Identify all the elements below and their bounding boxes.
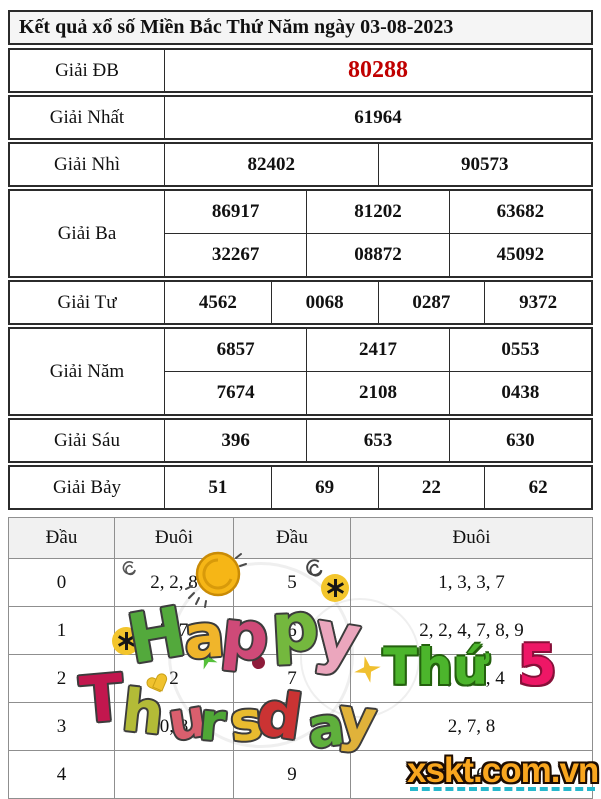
head-value: 7 [233, 655, 350, 702]
prize-row-nam: Giải Năm 6857 2417 0553 7674 2108 0438 [8, 327, 593, 416]
prize-label: Giải Nhì [10, 144, 165, 185]
page-title: Kết quả xổ số Miền Bắc Thứ Năm ngày 03-0… [8, 10, 593, 45]
column-header: Đầu [233, 518, 350, 558]
prize-number: 62 [484, 467, 591, 508]
prize-number: 0068 [270, 282, 378, 323]
prize-label: Giải Nhất [10, 97, 165, 138]
tail-values: 2, 2, 3, 4 [350, 655, 592, 702]
prize-number: 630 [448, 420, 591, 461]
tail-values: 1, 3, 3, 7 [350, 559, 592, 606]
prize-number: 90573 [377, 144, 592, 185]
head-tail-row: 4 9 2, 6 [9, 750, 592, 798]
page-title-text: Kết quả xổ số Miền Bắc Thứ Năm ngày 03-0… [19, 16, 454, 38]
head-value: 9 [233, 751, 350, 798]
tail-values: 7, 7 [114, 607, 233, 654]
tail-values: 2 [114, 655, 233, 702]
head-value: 4 [56, 763, 67, 785]
prize-number: 9372 [484, 282, 591, 323]
prize-label: Giải ĐB [10, 50, 165, 91]
prize-number-special: 80288 [348, 57, 408, 83]
prize-row-db: Giải ĐB 80288 [8, 48, 593, 93]
prize-number: 0553 [448, 329, 591, 371]
prize-label: Giải Ba [10, 191, 165, 276]
tail-values [114, 751, 233, 798]
prize-label: Giải Năm [10, 329, 165, 414]
prize-number: 63682 [448, 191, 591, 233]
prize-number: 32267 [211, 244, 260, 265]
xskt-watermark-link[interactable]: xskt.com.vn [407, 751, 599, 790]
tail-values: 0, 8 [114, 703, 233, 750]
prize-number: 0287 [377, 282, 485, 323]
head-value: 3 [56, 715, 67, 737]
prize-number: 61964 [354, 106, 402, 128]
tail-values: 2, 6 [350, 751, 592, 798]
prize-row-ba: Giải Ba 86917 81202 63682 32267 08872 45… [8, 189, 593, 278]
prize-number: 86917 [211, 201, 260, 222]
prize-table: Giải ĐB 80288 Giải Nhất 61964 Giải Nhì 8… [8, 48, 593, 510]
prize-number: 51 [208, 476, 228, 498]
prize-label: Giải Sáu [10, 420, 165, 461]
prize-number: 2417 [306, 329, 448, 371]
prize-number: 0438 [448, 372, 591, 414]
prize-number: 653 [306, 420, 448, 461]
prize-row-sau: Giải Sáu 396 653 630 [8, 418, 593, 463]
prize-number: 7674 [216, 382, 255, 403]
tail-values: 2, 2, 8 [114, 559, 233, 606]
prize-row-tu: Giải Tư 4562 0068 0287 9372 [8, 280, 593, 325]
head-tail-header: Đầu Đuôi Đầu Đuôi [9, 518, 592, 558]
prize-number: 82402 [247, 153, 296, 175]
prize-number: 08872 [306, 234, 448, 276]
column-header: Đầu [9, 518, 114, 558]
prize-row-nhi: Giải Nhì 82402 90573 [8, 142, 593, 187]
prize-row-bay: Giải Bảy 51 69 22 62 [8, 465, 593, 510]
prize-number: 69 [270, 467, 378, 508]
prize-number: 22 [377, 467, 485, 508]
head-tail-row: 1 7, 7 6 2, 2, 4, 7, 8, 9 [9, 606, 592, 654]
column-header: Đuôi [114, 518, 233, 558]
head-value: 0 [56, 571, 67, 593]
prize-number: 45092 [448, 234, 591, 276]
results-page: Kết quả xổ số Miền Bắc Thứ Năm ngày 03-0… [8, 10, 593, 799]
prize-label: Giải Tư [10, 282, 165, 323]
head-value: 6 [233, 607, 350, 654]
head-value: 2 [56, 667, 67, 689]
tail-values: 2, 7, 8 [350, 703, 592, 750]
prize-number: 396 [221, 429, 250, 451]
prize-number: 2108 [306, 372, 448, 414]
head-value: 5 [233, 559, 350, 606]
prize-row-nhat: Giải Nhất 61964 [8, 95, 593, 140]
head-value: 1 [56, 619, 67, 641]
head-value: 8 [233, 703, 350, 750]
prize-number: 81202 [306, 191, 448, 233]
head-tail-row: 0 2, 2, 8 5 1, 3, 3, 7 [9, 558, 592, 606]
prize-label: Giải Bảy [10, 467, 165, 508]
head-tail-row: 2 2 7 2, 2, 3, 4 [9, 654, 592, 702]
prize-number: 6857 [216, 339, 255, 360]
tail-values: 2, 2, 4, 7, 8, 9 [350, 607, 592, 654]
prize-number: 4562 [198, 291, 237, 313]
head-tail-table: Đầu Đuôi Đầu Đuôi 0 2, 2, 8 5 1, 3, 3, 7… [8, 517, 593, 799]
head-tail-row: 3 0, 8 8 2, 7, 8 [9, 702, 592, 750]
column-header: Đuôi [350, 518, 592, 558]
